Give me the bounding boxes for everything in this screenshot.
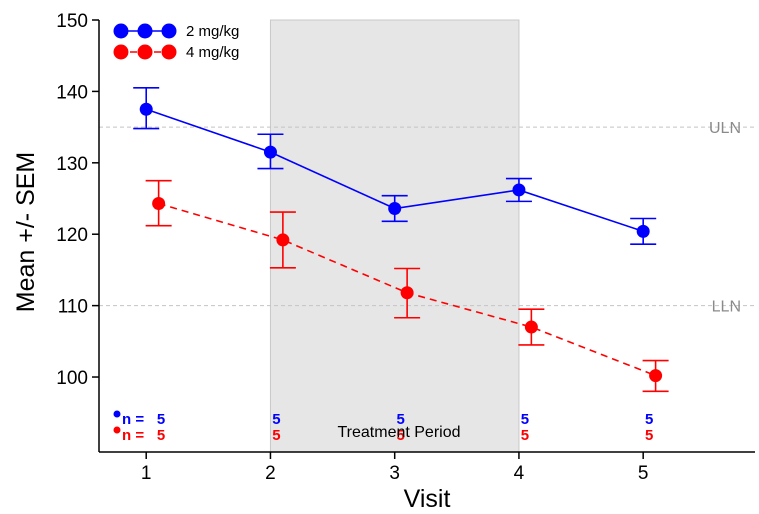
data-point [263,145,277,159]
n-count-value: 5 [272,427,280,444]
data-point [512,183,526,197]
shaded-region-layer [269,19,520,453]
n-count-value: 5 [645,427,653,444]
legend-marker [113,23,129,39]
n-count-value: 5 [157,427,165,444]
data-point [276,233,290,247]
reference-lines-layer: ULN LLN [99,120,755,316]
data-point [400,286,414,300]
y-tick-label: 120 [56,225,88,246]
legend-label-2: 4 mg/kg [186,44,239,61]
data-point [649,369,663,383]
n-count-marker [113,410,121,418]
legend-label-1: 2 mg/kg [186,23,239,40]
n-count-marker [113,426,121,434]
n-count-value: 5 [521,427,529,444]
legend-marker [113,44,129,60]
legend-marker [137,44,153,60]
n-count-prefix: n = [122,427,144,444]
n-count-value: 5 [645,411,653,428]
n-count-value: 5 [157,411,165,428]
n-count-value: 5 [397,411,405,428]
data-point [388,202,402,216]
x-tick-label: 1 [141,463,152,484]
data-point [524,320,538,334]
x-axis-title: Visit [404,485,451,513]
series-layer [133,87,669,393]
reference-line-label: LLN [712,299,741,316]
legend-marker [161,23,177,39]
data-point [152,197,166,211]
n-count-value: 5 [397,427,405,444]
n-count-value: 5 [272,411,280,428]
y-tick-label: 140 [56,82,88,103]
y-tick-label: 100 [56,368,88,389]
y-tick-label: 150 [56,11,88,32]
axes-layer: 100 110 120 130 140 150 1 2 3 4 5 [56,11,755,484]
legend-marker [161,44,177,60]
legend: 2 mg/kg 4 mg/kg [113,23,239,61]
y-tick-label: 130 [56,154,88,175]
shaded-region-label: Treatment Period [337,424,460,441]
reference-line-label: ULN [709,120,741,137]
data-point [636,224,650,238]
y-axis-title: Mean +/- SEM [12,152,40,312]
x-tick-label: 3 [389,463,400,484]
x-tick-label: 5 [638,463,649,484]
n-count-prefix: n = [122,411,144,428]
y-tick-label: 110 [58,297,88,318]
x-tick-label: 2 [265,463,276,484]
legend-marker [137,23,153,39]
x-tick-label: 4 [514,463,525,484]
shaded-region [269,19,520,453]
n-count-value: 5 [521,411,529,428]
data-point [139,102,153,116]
